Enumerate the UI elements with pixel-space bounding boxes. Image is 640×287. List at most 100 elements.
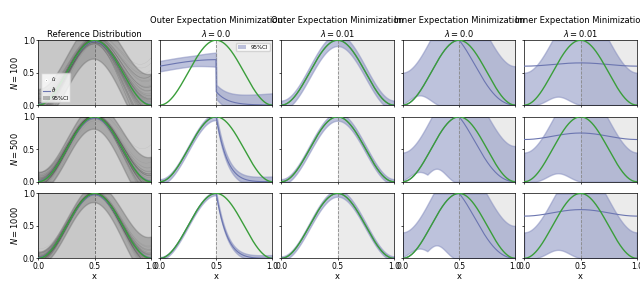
Point	[68, 40, 78, 44]
Point	[82, 40, 92, 44]
Point	[47, 40, 57, 44]
Point	[84, 255, 94, 260]
Point	[74, 193, 84, 198]
Point	[44, 179, 54, 183]
Point	[77, 255, 88, 260]
Point	[47, 255, 58, 260]
Point	[83, 179, 93, 183]
Point	[84, 193, 95, 198]
Point	[74, 255, 84, 260]
Point	[81, 255, 91, 260]
Point	[81, 40, 92, 44]
Point	[65, 179, 75, 183]
Title: Inner Expectation Minimization
$\lambda = 0.01$: Inner Expectation Minimization $\lambda …	[515, 16, 640, 39]
Point	[54, 193, 65, 198]
Point	[40, 193, 50, 198]
Point	[36, 179, 46, 183]
Point	[88, 179, 98, 183]
Point	[35, 102, 45, 107]
Point	[42, 255, 52, 260]
Bar	[95, 40, 151, 105]
Point	[40, 255, 51, 260]
Bar	[459, 193, 515, 258]
Bar	[338, 193, 394, 258]
Point	[78, 255, 88, 260]
Point	[35, 179, 45, 183]
Point	[50, 40, 60, 44]
Point	[64, 193, 74, 198]
Point	[79, 179, 89, 183]
Point	[78, 40, 88, 44]
Point	[86, 117, 96, 121]
Bar	[580, 193, 637, 258]
Point	[55, 255, 65, 260]
Point	[38, 179, 48, 183]
Point	[43, 102, 53, 107]
Point	[59, 179, 69, 183]
Point	[88, 117, 98, 121]
Point	[53, 179, 63, 183]
Point	[86, 102, 96, 107]
Point	[67, 179, 77, 183]
Point	[44, 102, 54, 107]
Point	[84, 40, 95, 44]
Point	[47, 193, 58, 198]
Point	[54, 117, 65, 121]
Point	[42, 255, 52, 260]
Point	[44, 102, 54, 107]
Point	[70, 102, 81, 107]
Point	[82, 179, 92, 183]
Point	[52, 193, 63, 198]
Point	[81, 102, 92, 107]
Point	[61, 102, 71, 107]
Point	[63, 179, 74, 183]
Point	[79, 179, 90, 183]
Bar	[459, 117, 515, 182]
Point	[68, 40, 79, 44]
Point	[60, 255, 70, 260]
Point	[74, 102, 84, 107]
Point	[84, 193, 94, 198]
Bar	[95, 117, 151, 182]
Point	[49, 179, 59, 183]
Point	[65, 40, 76, 44]
Point	[89, 179, 99, 183]
Point	[52, 255, 63, 260]
Point	[35, 193, 45, 198]
Point	[42, 179, 52, 183]
Point	[68, 255, 79, 260]
Point	[52, 255, 62, 260]
Point	[72, 117, 83, 121]
Point	[75, 255, 85, 260]
Point	[68, 193, 78, 198]
Point	[88, 179, 98, 183]
X-axis label: x: x	[335, 272, 340, 281]
Point	[78, 102, 88, 107]
Title: Inner Expectation Minimization
$\lambda = 0.0$: Inner Expectation Minimization $\lambda …	[394, 16, 524, 39]
Point	[84, 255, 95, 260]
Point	[56, 255, 66, 260]
Point	[61, 40, 71, 44]
Point	[79, 102, 89, 107]
Y-axis label: $N = 1000$: $N = 1000$	[9, 206, 20, 245]
Point	[72, 102, 83, 107]
Point	[49, 179, 60, 183]
Point	[76, 255, 86, 260]
Point	[65, 40, 75, 44]
Point	[60, 117, 70, 121]
Point	[50, 255, 60, 260]
Point	[59, 117, 69, 121]
Point	[72, 117, 82, 121]
Point	[51, 179, 61, 183]
Point	[72, 179, 82, 183]
Point	[68, 255, 78, 260]
Point	[60, 179, 70, 183]
Point	[41, 40, 51, 44]
Bar	[459, 40, 515, 105]
Point	[68, 102, 78, 107]
Point	[84, 255, 95, 260]
Point	[60, 255, 70, 260]
Point	[66, 255, 76, 260]
Point	[68, 117, 79, 121]
Point	[76, 102, 86, 107]
